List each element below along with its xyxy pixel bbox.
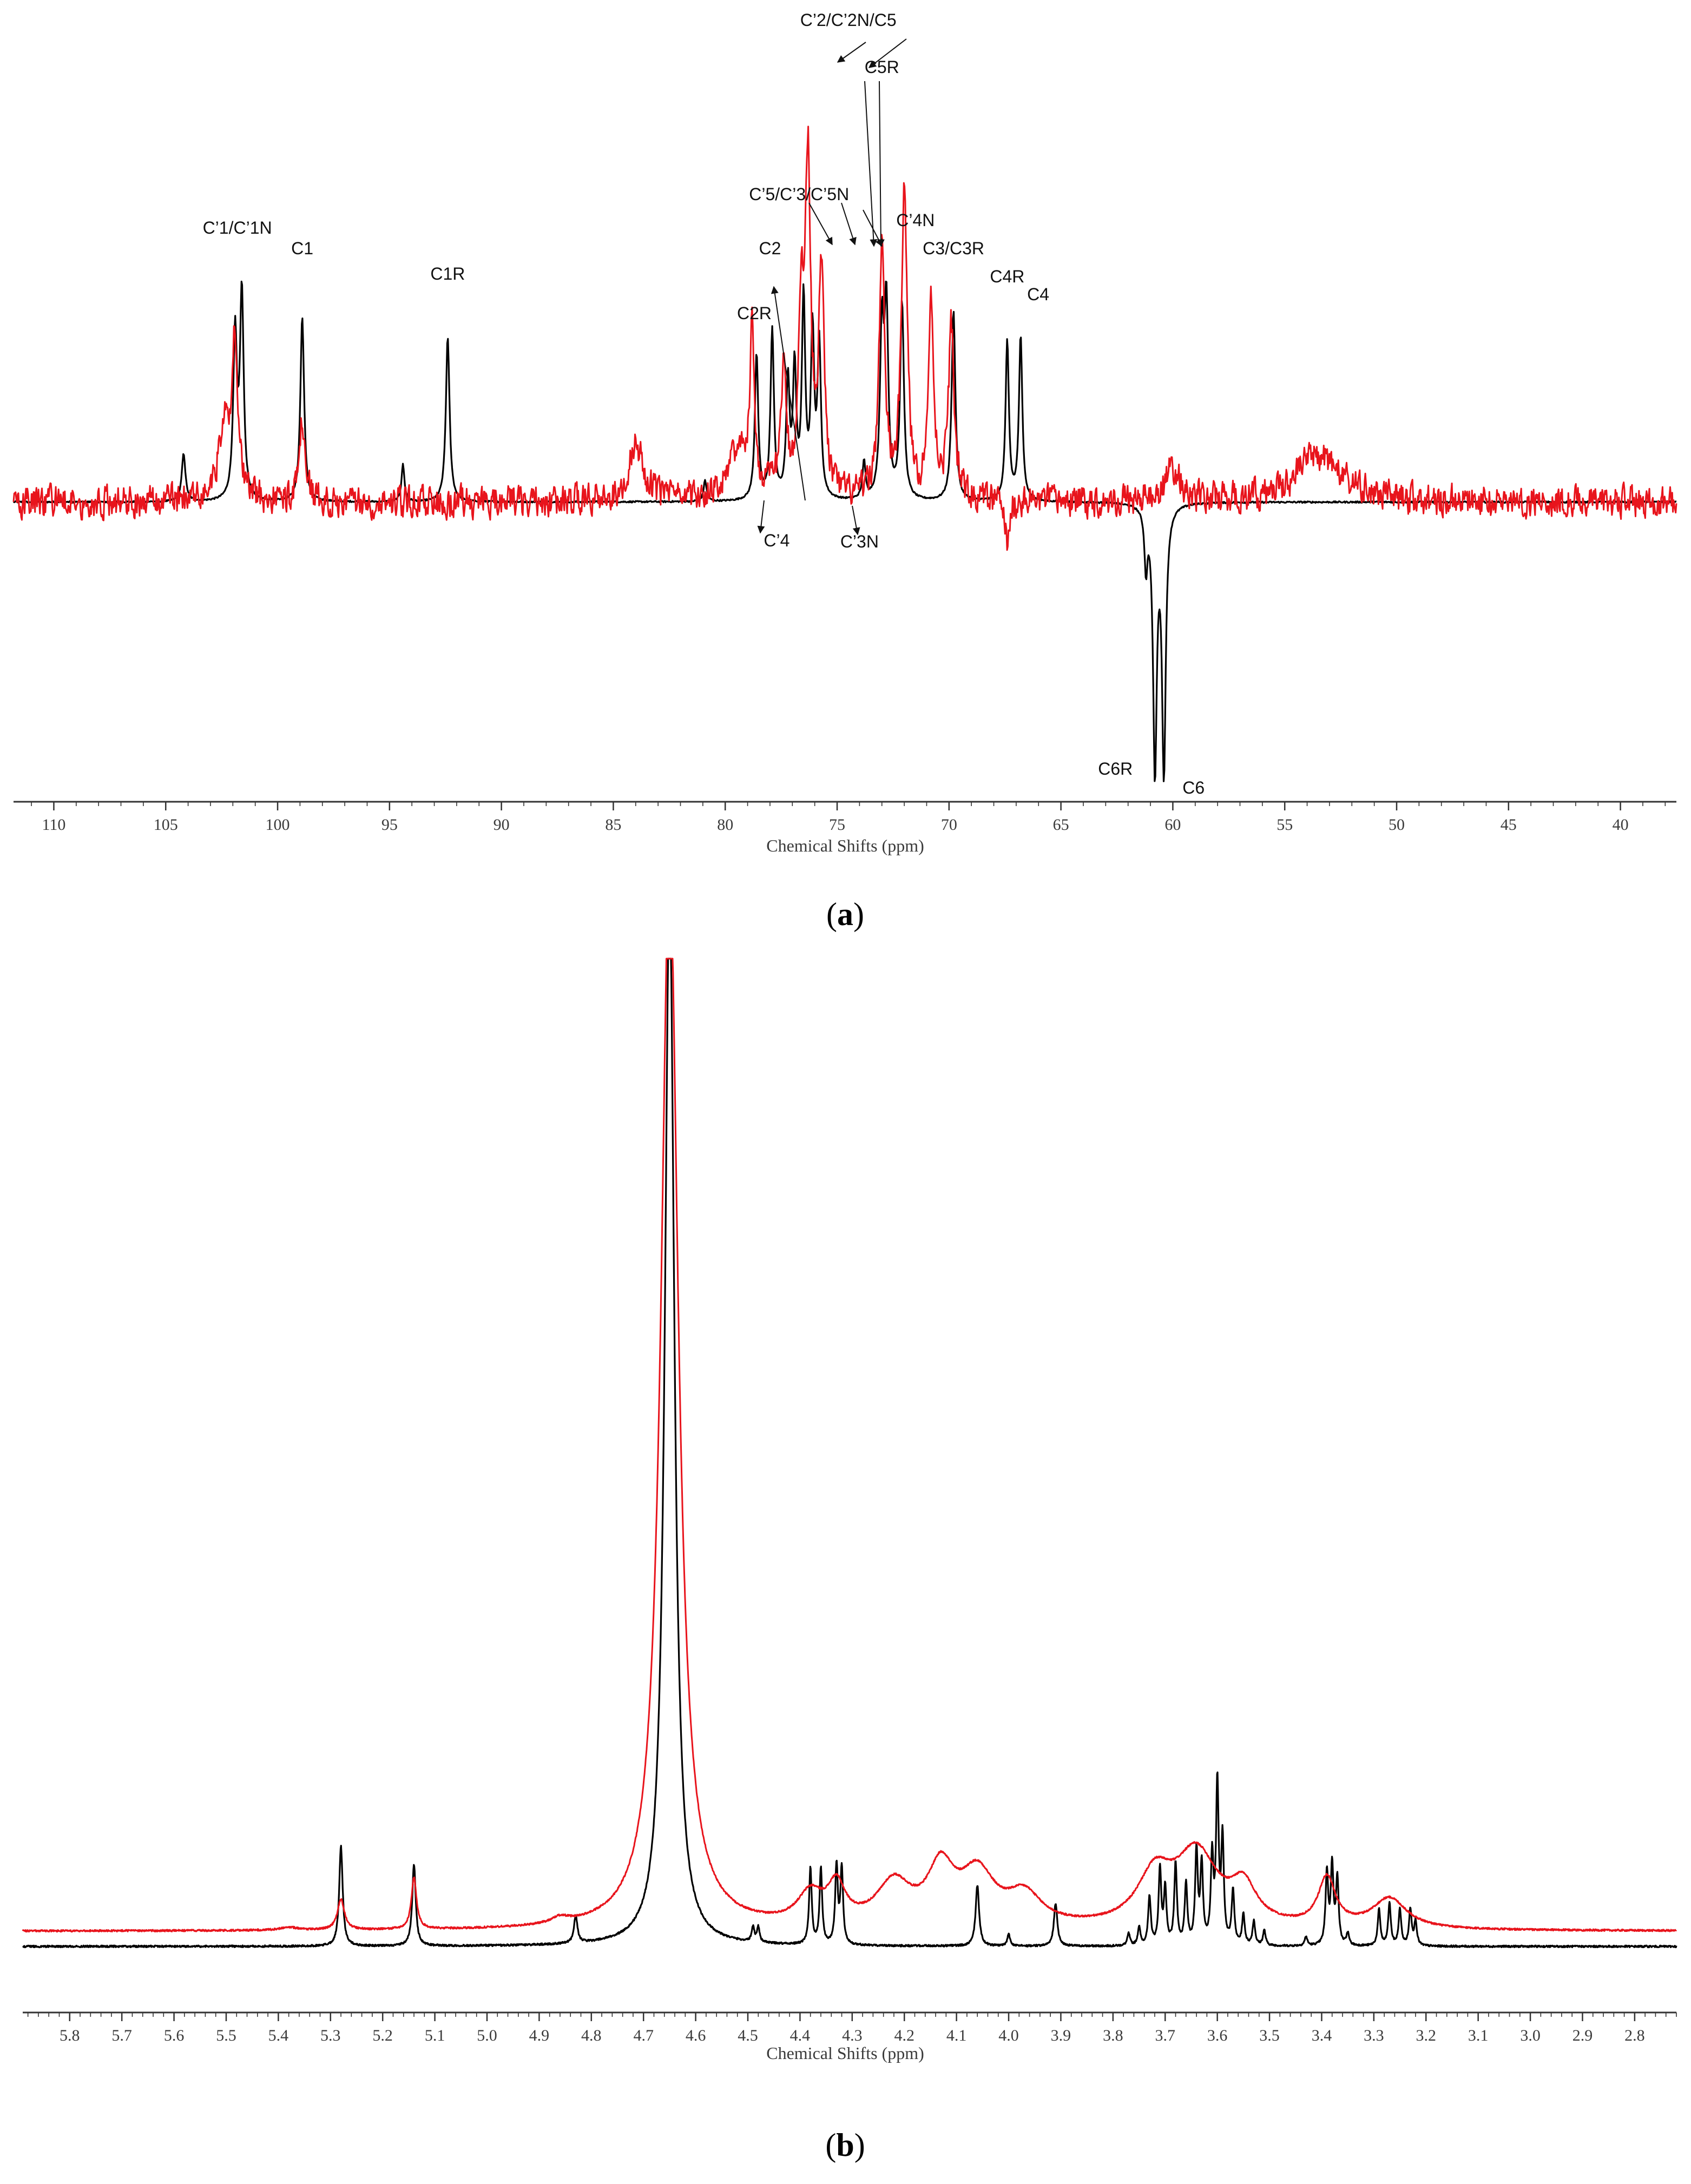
panel-a-label: (a) — [826, 896, 864, 932]
annotation-arrow — [852, 505, 860, 536]
x-tick-label: 5.8 — [60, 2027, 80, 2044]
annotation-arrow — [771, 286, 806, 501]
peak-label: C2R — [737, 303, 772, 323]
x-tick-label: 4.7 — [633, 2027, 654, 2044]
x-tick-label: 3.2 — [1416, 2027, 1437, 2044]
annotation-arrow — [808, 202, 833, 246]
spectrum-line-black — [22, 958, 1677, 1949]
panel-a-x-axis: 110 105 100 95 90 85 80 75 70 65 60 55 50 45 40 — [14, 801, 1676, 834]
peak-label: C6R — [1098, 759, 1133, 778]
peak-label: C1 — [291, 239, 313, 258]
x-tick-label: 3.6 — [1207, 2027, 1228, 2044]
peak-label: C1R — [430, 264, 465, 283]
x-tick-label: 4.5 — [738, 2027, 758, 2044]
x-tick-label: 5.4 — [268, 2027, 289, 2044]
x-tick-label: 4.2 — [894, 2027, 914, 2044]
annotation-arrow — [864, 81, 878, 247]
x-tick-label: 50 — [1389, 816, 1405, 834]
x-tick-label: 5.1 — [425, 2027, 445, 2044]
annotation-arrow — [837, 42, 866, 63]
panel-b-x-axis: 5.8 5.7 5.6 5.5 5.4 5.3 5.2 5.1 5.0 4.9 4.8 4.7 4.6 4… — [23, 2011, 1677, 2044]
annotation-arrow — [757, 500, 765, 534]
spectrum-line-red — [12, 126, 1677, 551]
peak-label: C’2/C’2N/C5 — [800, 10, 897, 30]
x-tick-label: 70 — [941, 816, 957, 834]
x-tick-label: 2.8 — [1624, 2027, 1645, 2044]
x-tick-label: 40 — [1613, 816, 1629, 834]
x-tick-label: 5.7 — [111, 2027, 132, 2044]
panel-b-1h-spectrum: 5.8 5.7 5.6 5.5 5.4 5.3 5.2 5.1 5.0 4.9 4.8 4.7 4.6 4… — [22, 958, 1677, 2163]
annotation-arrow — [868, 38, 907, 68]
x-tick-label: 3.1 — [1468, 2027, 1489, 2044]
panel-a-13c-spectrum: C’1/C’1N C1 C1R C2R C2 C’5/C’3/C’5N C’2/C’2N/C… — [12, 10, 1677, 932]
x-tick-label: 5.2 — [372, 2027, 393, 2044]
x-tick-label: 85 — [605, 816, 621, 834]
x-tick-label: 4.8 — [581, 2027, 602, 2044]
x-tick-label: 4.1 — [946, 2027, 967, 2044]
x-tick-label: 110 — [42, 816, 66, 834]
peak-label: C2 — [759, 239, 781, 258]
x-tick-label: 5.0 — [477, 2027, 497, 2044]
x-tick-label: 4.0 — [998, 2027, 1019, 2044]
x-tick-label: 75 — [829, 816, 845, 834]
x-tick-label: 3.3 — [1364, 2027, 1384, 2044]
panel-b-spectra — [22, 958, 1677, 1949]
x-tick-label: 90 — [494, 816, 510, 834]
panel-a-spectra — [12, 126, 1677, 782]
x-tick-label: 3.9 — [1051, 2027, 1071, 2044]
peak-label: C’4N — [896, 210, 935, 230]
peak-label: C5R — [865, 57, 899, 77]
x-tick-label: 5.6 — [164, 2027, 185, 2044]
peak-label: C4 — [1027, 285, 1049, 304]
panel-a-x-axis-title: Chemical Shifts (ppm) — [766, 836, 924, 855]
peak-label: C’5/C’3/C’5N — [749, 184, 849, 204]
x-tick-label: 4.3 — [842, 2027, 863, 2044]
x-tick-label: 100 — [266, 816, 290, 834]
x-tick-label: 80 — [717, 816, 733, 834]
x-tick-label: 3.0 — [1520, 2027, 1541, 2044]
x-tick-label: 5.3 — [320, 2027, 341, 2044]
spectrum-line-red — [22, 958, 1677, 1933]
panel-b-x-axis-title: Chemical Shifts (ppm) — [766, 2043, 924, 2063]
peak-label: C’3N — [840, 532, 879, 551]
x-tick-label: 65 — [1053, 816, 1069, 834]
x-tick-label: 60 — [1164, 816, 1181, 834]
peak-label: C’4 — [764, 531, 789, 550]
x-tick-label: 3.5 — [1259, 2027, 1280, 2044]
x-tick-label: 95 — [381, 816, 398, 834]
x-tick-label: 105 — [154, 816, 178, 834]
x-tick-label: 3.8 — [1103, 2027, 1123, 2044]
x-tick-label: 4.4 — [790, 2027, 811, 2044]
panel-b-label: (b) — [825, 2127, 865, 2163]
panel-a-peak-labels: C’1/C’1N C1 C1R C2R C2 C’5/C’3/C’5N C’2/C’2N/C… — [203, 10, 1205, 797]
peak-label: C3/C3R — [923, 239, 984, 258]
panel-a-annotation-arrows — [757, 38, 907, 536]
x-tick-label: 55 — [1277, 816, 1293, 834]
x-tick-label: 2.9 — [1572, 2027, 1593, 2044]
peak-label: C’1/C’1N — [203, 218, 272, 237]
x-tick-label: 4.9 — [529, 2027, 550, 2044]
x-tick-label: 3.4 — [1312, 2027, 1332, 2044]
x-tick-label: 3.7 — [1155, 2027, 1175, 2044]
annotation-arrow — [877, 81, 885, 247]
peak-label: C6 — [1182, 778, 1205, 797]
x-tick-label: 45 — [1501, 816, 1517, 834]
annotation-arrow — [841, 202, 857, 246]
x-tick-label: 4.6 — [686, 2027, 706, 2044]
x-tick-label: 5.5 — [216, 2027, 236, 2044]
peak-label: C4R — [990, 267, 1024, 286]
